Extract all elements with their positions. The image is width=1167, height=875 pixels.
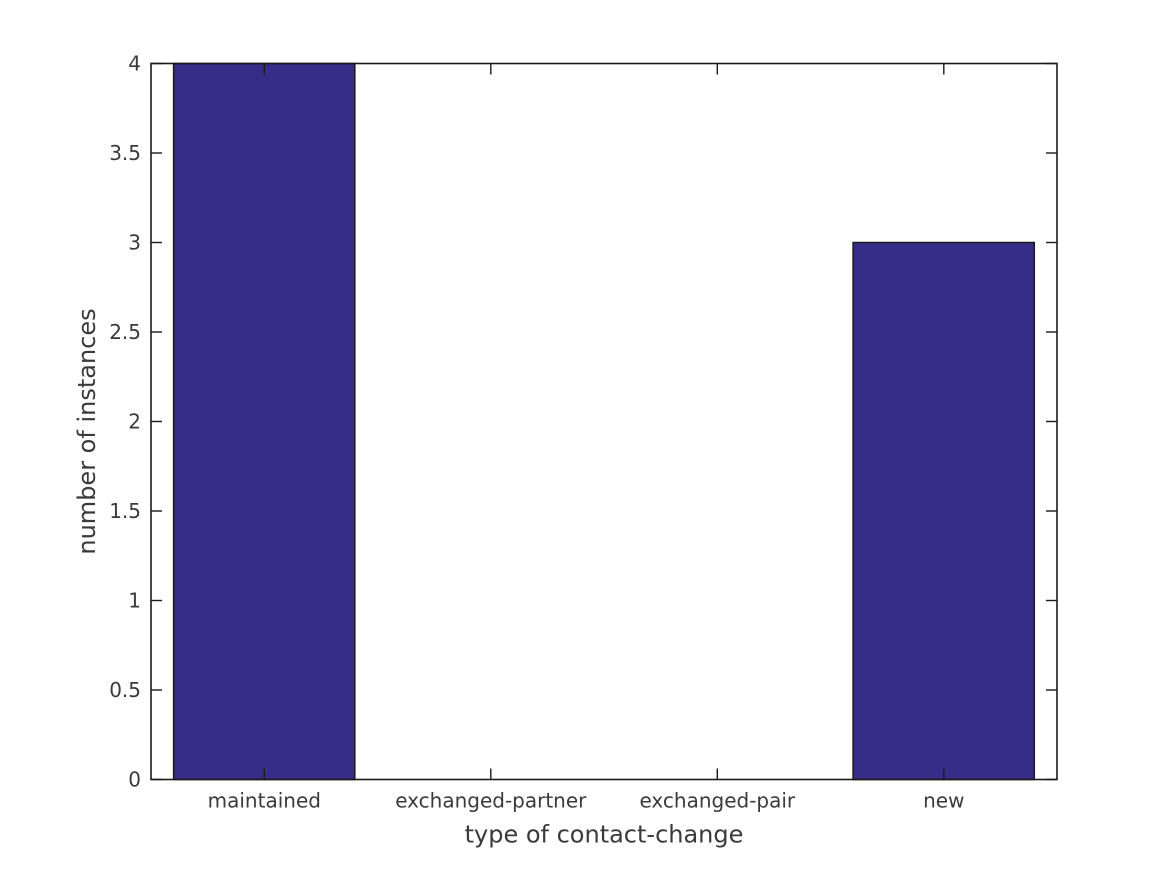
y-tick-label: 2.5 xyxy=(109,320,141,344)
y-tick-label: 0.5 xyxy=(109,678,141,702)
y-axis-label: number of instances xyxy=(73,308,101,554)
y-tick-label: 1 xyxy=(128,589,141,613)
x-tick-label: exchanged-pair xyxy=(639,789,795,813)
y-tick-label: 3.5 xyxy=(109,141,141,165)
x-axis-label: type of contact-change xyxy=(465,821,744,849)
y-tick-label: 3 xyxy=(128,231,141,255)
x-tick-label: new xyxy=(923,789,964,813)
y-tick-label: 4 xyxy=(128,52,141,76)
y-tick-label: 2 xyxy=(128,410,141,434)
x-tick-label: maintained xyxy=(208,789,321,813)
y-tick-label: 0 xyxy=(128,768,141,792)
x-tick-label: exchanged-partner xyxy=(395,789,587,813)
bar-maintained xyxy=(172,62,356,781)
bar-new xyxy=(852,241,1036,781)
y-tick-label: 1.5 xyxy=(109,499,141,523)
